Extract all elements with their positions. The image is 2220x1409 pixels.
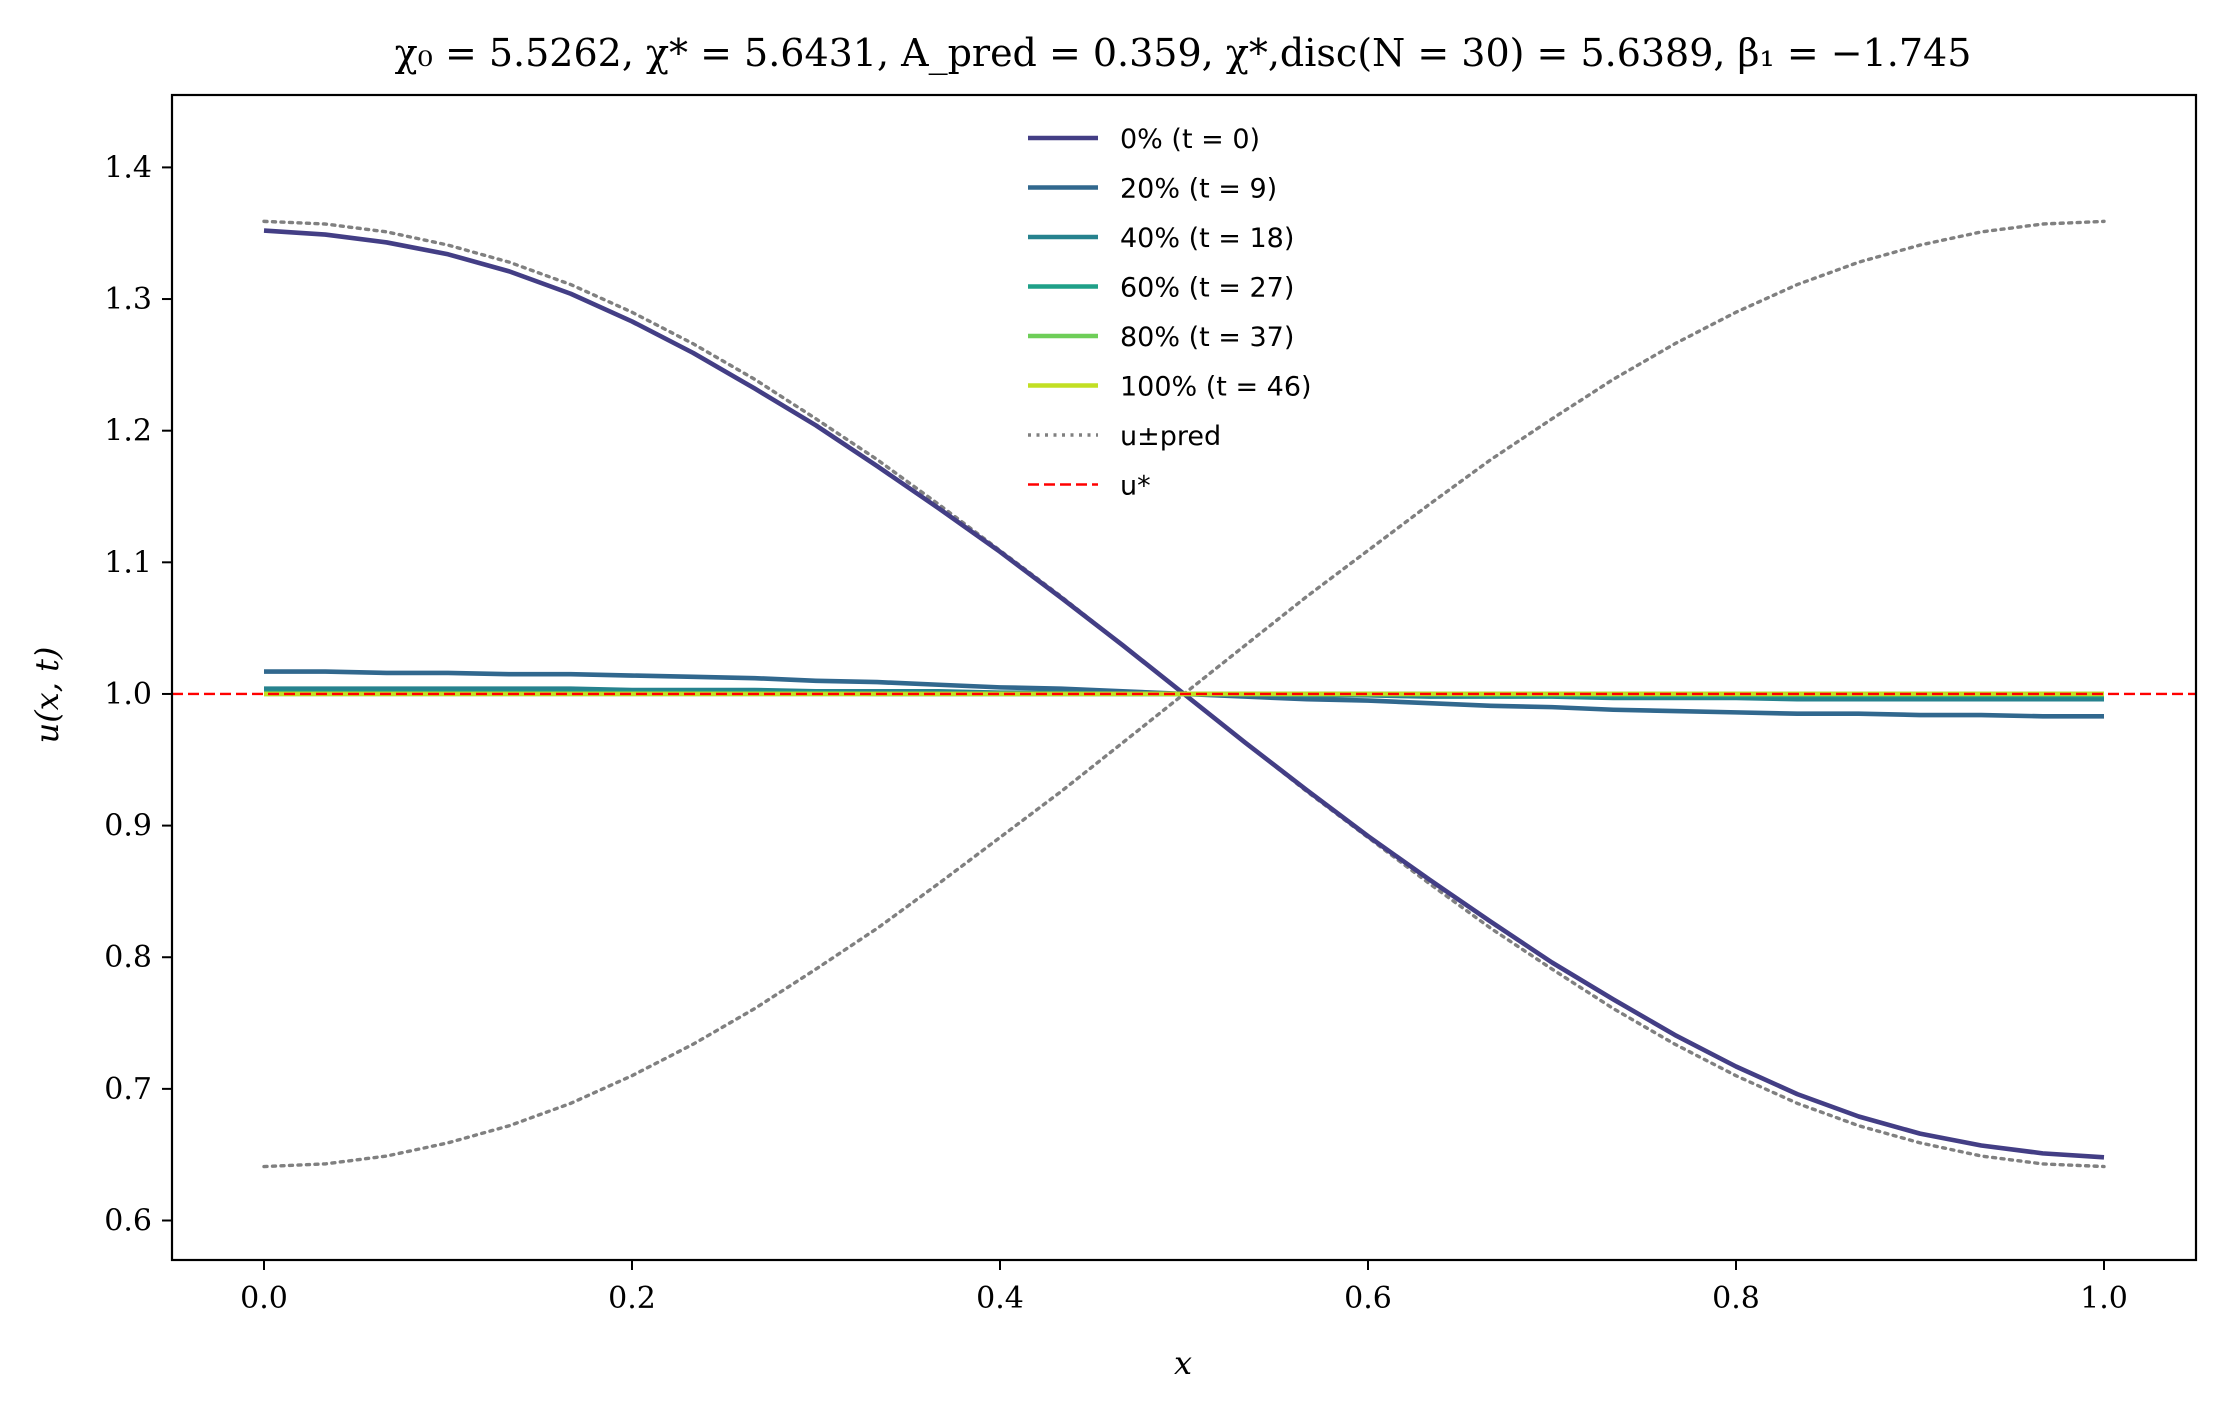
legend-entry-label: 80% (t = 37) <box>1120 322 1294 353</box>
legend-entry-label: 100% (t = 46) <box>1120 372 1312 403</box>
legend-entry-label: 60% (t = 27) <box>1120 273 1294 304</box>
x-tick-label: 0.2 <box>608 1281 656 1316</box>
series-layer <box>172 219 2196 1169</box>
y-tick-label: 1.4 <box>104 150 152 185</box>
x-axis-label: x <box>1174 1344 1192 1382</box>
y-tick-label: 0.7 <box>104 1072 152 1107</box>
y-tick-label: 0.8 <box>104 940 152 975</box>
x-tick-label: 1.0 <box>2080 1281 2128 1316</box>
y-axis-label: u(x, t) <box>28 647 66 744</box>
legend-entry-label: 0% (t = 0) <box>1120 124 1260 155</box>
legend: 0% (t = 0) 20% (t = 9) 40% (t = 18) 60% (t … <box>1028 124 1312 502</box>
x-tick-label: 0.0 <box>240 1281 288 1316</box>
legend-entry-label: 40% (t = 18) <box>1120 223 1294 254</box>
y-tick-label: 1.1 <box>104 545 152 580</box>
x-tick-label: 0.8 <box>1712 1281 1760 1316</box>
y-tick-label: 1.3 <box>104 282 152 317</box>
x-axis: 0.0 0.2 0.4 0.6 0.8 1.0 <box>240 1260 2128 1316</box>
legend-entry-label: 20% (t = 9) <box>1120 174 1277 205</box>
y-tick-label: 0.6 <box>104 1204 152 1239</box>
x-tick-label: 0.4 <box>976 1281 1024 1316</box>
y-tick-label: 1.2 <box>104 414 152 449</box>
x-tick-label: 0.6 <box>1344 1281 1392 1316</box>
plot-frame <box>170 93 2198 1262</box>
legend-entry-label: u±pred <box>1120 421 1221 452</box>
y-axis: 0.6 0.7 0.8 0.9 1.0 1.1 1.2 1.3 1.4 <box>104 150 172 1239</box>
chart-title: χ₀ = 5.5262, χ* = 5.6431, A_pred = 0.359… <box>395 31 1972 76</box>
y-tick-label: 1.0 <box>104 677 152 712</box>
legend-entry-label: u* <box>1120 471 1151 502</box>
y-tick-label: 0.9 <box>104 809 152 844</box>
